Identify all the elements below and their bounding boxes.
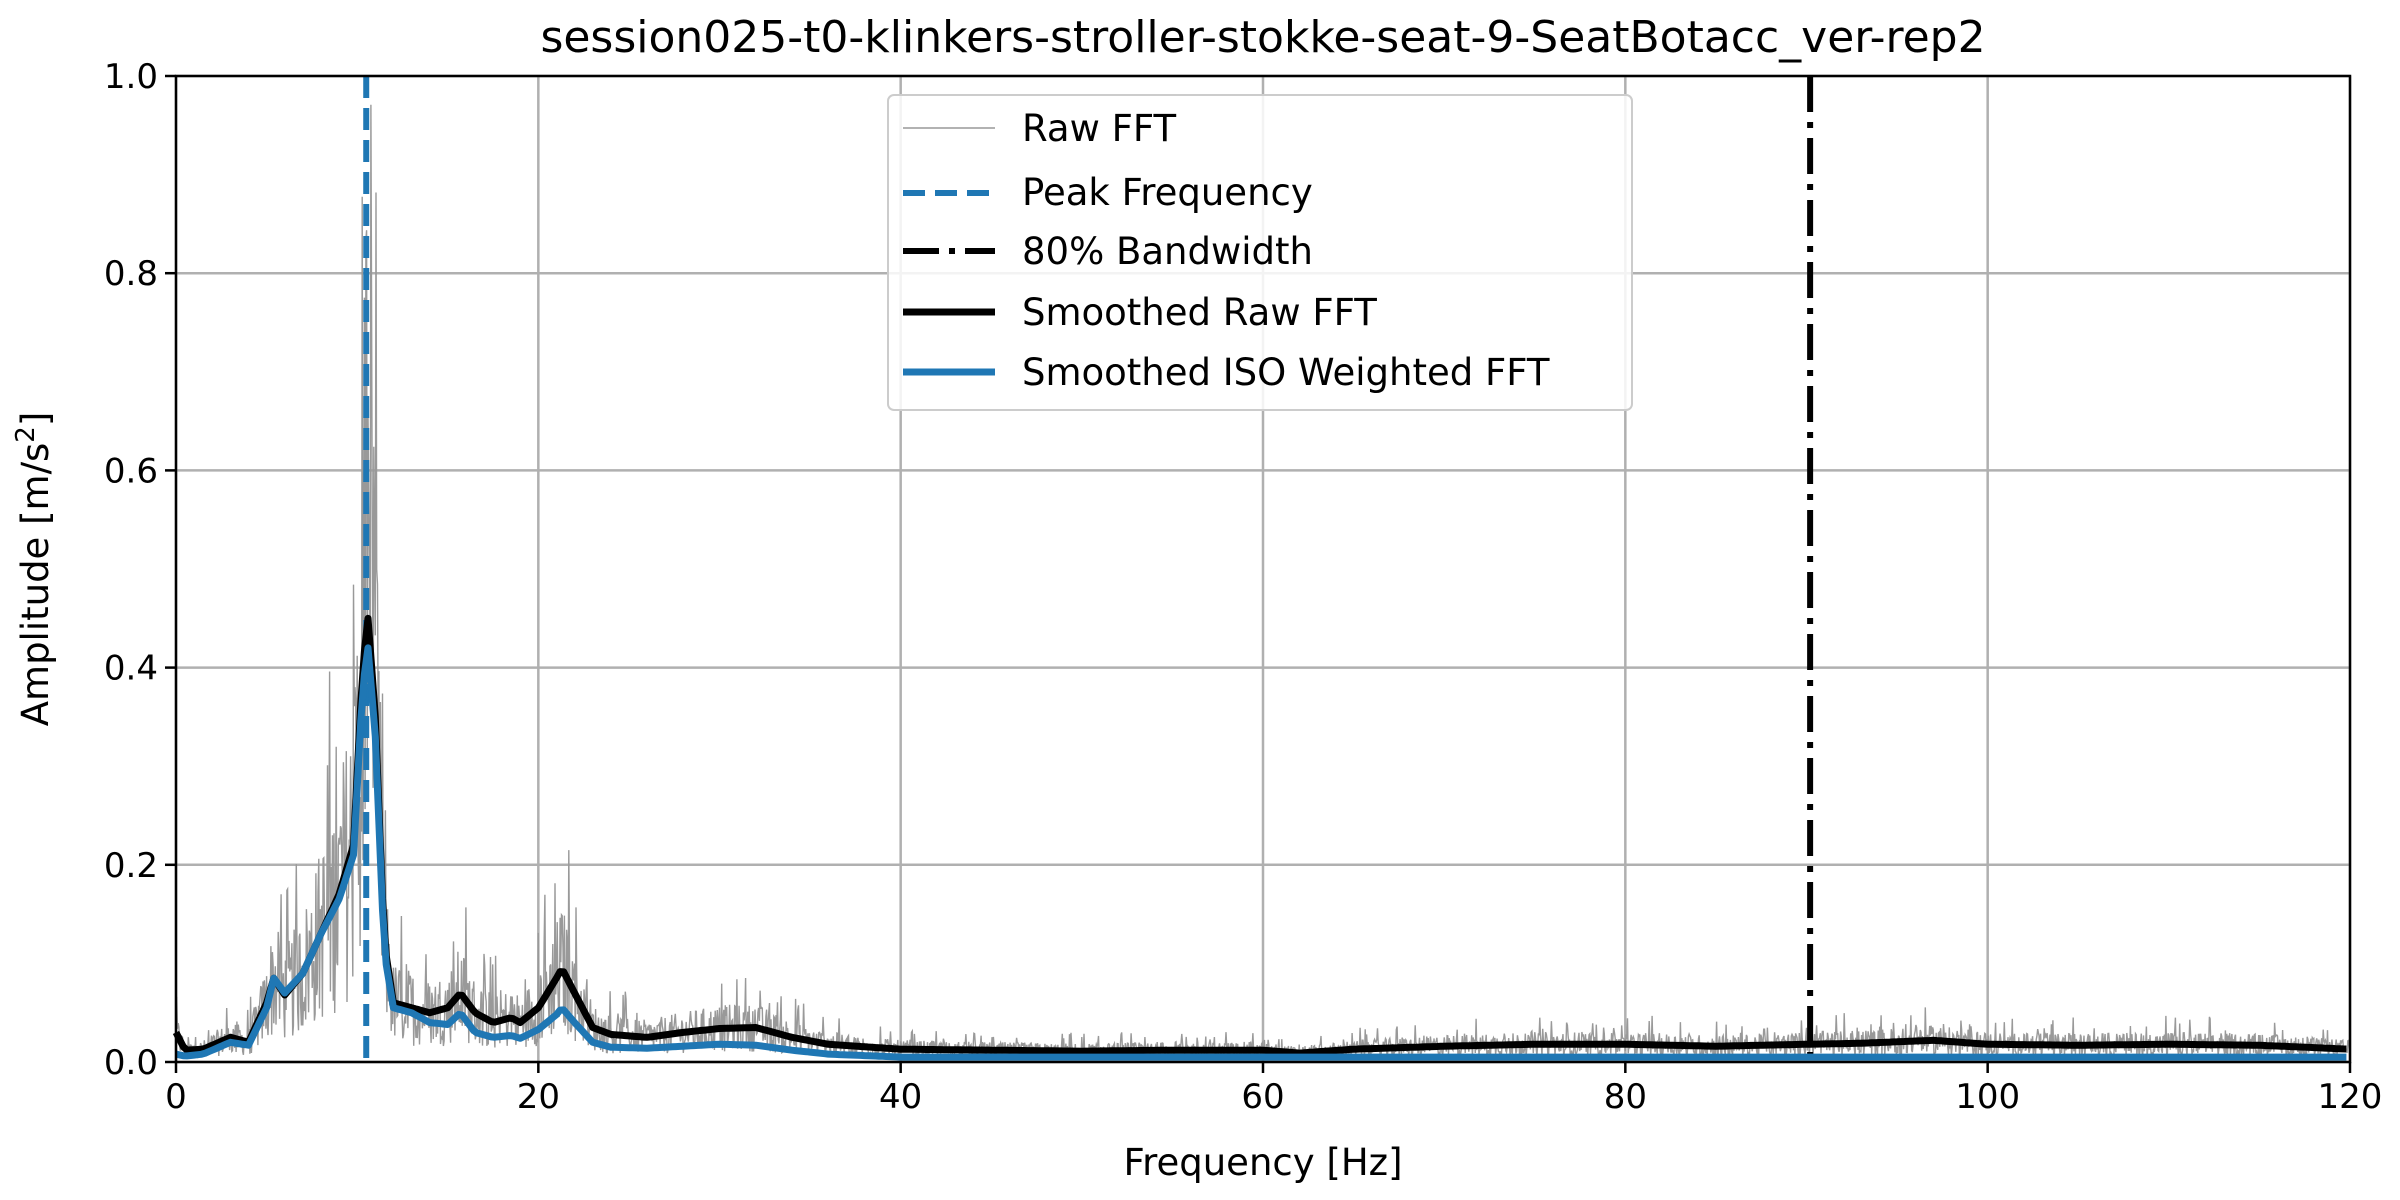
- legend: Raw FFT Peak Frequency 80% Bandwidth Smo…: [887, 94, 1633, 411]
- legend-bandwidth-label: 80% Bandwidth: [1022, 230, 1313, 273]
- legend-smoothed-label: Smoothed Raw FFT: [1022, 291, 1377, 334]
- y-tick-label: 0.4: [104, 649, 158, 689]
- x-tick-label: 20: [517, 1077, 560, 1117]
- smoothed-raw-fft-line: [172, 614, 2347, 1057]
- x-tick-label: 100: [1955, 1077, 2020, 1117]
- y-tick-label: 0.0: [104, 1043, 158, 1083]
- y-tick-label: 1.0: [104, 57, 158, 97]
- legend-iso-label: Smoothed ISO Weighted FFT: [1022, 351, 1550, 394]
- x-tick-label: 40: [879, 1077, 922, 1117]
- chart-title: session025-t0-klinkers-stroller-stokke-s…: [540, 12, 1985, 63]
- smoothed-iso-fft-line: [175, 644, 2347, 1061]
- y-tick-label: 0.2: [104, 846, 158, 886]
- y-axis-label: Amplitude [m/s2]: [11, 412, 57, 727]
- x-tick-label: 120: [2318, 1077, 2383, 1117]
- legend-peak-label: Peak Frequency: [1022, 171, 1313, 214]
- x-axis-label: Frequency [Hz]: [1123, 1141, 1402, 1184]
- legend-box: [887, 94, 1633, 411]
- lines: [172, 76, 2347, 1062]
- x-tick-label: 60: [1241, 1077, 1284, 1117]
- x-tick-label: 80: [1604, 1077, 1647, 1117]
- x-tick-label: 0: [165, 1077, 187, 1117]
- legend-raw-label: Raw FFT: [1022, 107, 1177, 150]
- ticks: 0 20 40 60 80 100 120 0.0 0.2 0.4 0.6 0.8 1.0: [104, 57, 2383, 1117]
- y-tick-label: 0.6: [104, 451, 158, 491]
- y-tick-label: 0.8: [104, 254, 158, 294]
